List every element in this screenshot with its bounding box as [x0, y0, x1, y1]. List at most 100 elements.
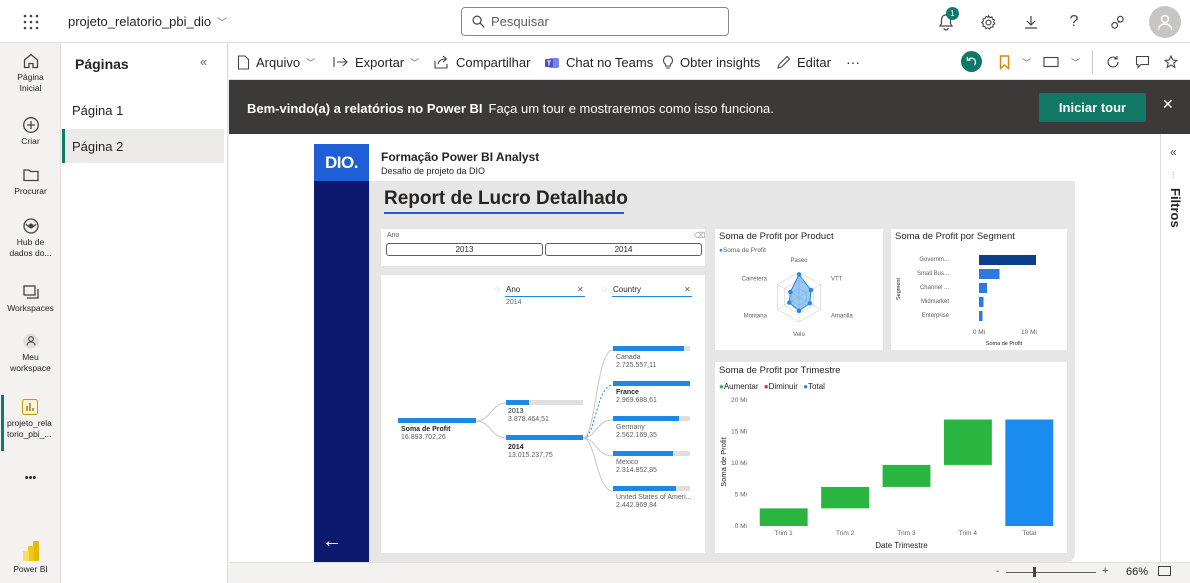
report-icon: [22, 399, 38, 415]
favorite-star-icon[interactable]: [1164, 50, 1184, 74]
y-tick-label: 0 Mi: [735, 523, 747, 530]
view-button[interactable]: ﹀: [1043, 50, 1080, 74]
legend-label: Soma de Profit: [722, 247, 766, 254]
legend-label: Diminuir: [768, 382, 798, 391]
x-axis-label: Soma de Profit: [986, 341, 1023, 347]
filters-label[interactable]: Filtros: [1168, 188, 1183, 228]
bookmark-button[interactable]: ﹀: [999, 50, 1031, 74]
segment-bar: [979, 311, 983, 321]
report-header-title: Formação Power BI Analyst: [381, 150, 540, 164]
report-name-menu[interactable]: projeto_relatorio_pbi_dio ﹀: [68, 14, 227, 29]
teams-chat-button[interactable]: T Chat no Teams: [544, 50, 653, 74]
search-input[interactable]: Pesquisar: [461, 7, 729, 36]
page-item-2[interactable]: Página 2: [62, 129, 224, 163]
collapse-pages-button[interactable]: «: [200, 54, 208, 69]
close-banner-icon[interactable]: ✕: [1162, 96, 1174, 112]
zoom-slider-thumb[interactable]: [1033, 567, 1036, 577]
rail-label: torio_pbi_...: [7, 429, 52, 439]
rail-more-button[interactable]: •••: [24, 472, 37, 484]
rail-label: Meu: [22, 352, 39, 362]
radar-plot: Paseo VTT Amarilla Velo Montana Carretera: [742, 258, 854, 338]
radar-label: Paseo: [790, 258, 808, 264]
help-icon[interactable]: ?: [1069, 13, 1079, 30]
report-main-title: Report de Lucro Detalhado: [384, 188, 628, 209]
decomp-node-label: Germany: [616, 424, 645, 431]
rail-item-workspaces[interactable]: Workspaces: [0, 283, 61, 314]
left-navigation-rail: [0, 43, 61, 583]
decomp-bar-country[interactable]: [613, 486, 677, 491]
decomp-root-bar[interactable]: [398, 418, 476, 423]
filters-pane-collapsed[interactable]: [1160, 134, 1190, 562]
bookmark-icon: [999, 54, 1010, 70]
app-launcher-icon[interactable]: [14, 9, 48, 35]
expand-filters-icon[interactable]: «: [1170, 145, 1177, 159]
slicer-option-2014[interactable]: 2014: [545, 243, 702, 256]
comment-icon[interactable]: [1135, 50, 1156, 74]
decomp-bar-country[interactable]: [613, 451, 674, 456]
back-arrow-icon[interactable]: ←: [322, 530, 342, 552]
chevron-down-icon: ﹀: [217, 18, 228, 29]
rail-label: dados do...: [9, 248, 52, 258]
page-item-1[interactable]: Página 1: [72, 102, 124, 118]
start-tour-button[interactable]: Iniciar tour: [1039, 93, 1146, 122]
x-tick-label: 10 Mi: [1021, 329, 1037, 336]
dio-logo: DIO.: [314, 144, 369, 181]
decomp-node-label: 2013: [508, 408, 524, 415]
zoom-out-button[interactable]: -: [996, 566, 1000, 577]
view-rectangle-icon: [1043, 56, 1059, 68]
decomposition-tree: [381, 275, 705, 553]
reset-icon[interactable]: [961, 51, 982, 72]
notification-badge: 1: [946, 7, 959, 20]
decomp-bar-2014[interactable]: [506, 435, 583, 440]
radar-point: [788, 289, 793, 295]
rail-label: Hub de: [16, 237, 45, 247]
teams-label: Chat no Teams: [566, 54, 654, 70]
insights-button[interactable]: Obter insights: [662, 50, 760, 74]
slicer-option-2013[interactable]: 2013: [386, 243, 543, 256]
rail-item-browse[interactable]: Procurar: [0, 166, 61, 197]
decomp-bar-country[interactable]: [613, 346, 684, 351]
legend-label: Total: [808, 382, 825, 391]
decomp-node-label: Canada: [616, 354, 641, 361]
user-avatar[interactable]: [1149, 6, 1181, 38]
waterfall-bar: [759, 508, 808, 526]
remove-level-icon[interactable]: ✕: [684, 285, 691, 294]
export-menu-button[interactable]: Exportar ﹀: [333, 50, 419, 74]
chart-title: Soma de Profit por Segment: [895, 231, 1015, 242]
x-tick-label: Trim 1: [775, 530, 794, 537]
decomp-bar-2013[interactable]: [506, 400, 529, 405]
report-name: projeto_relatorio_pbi_dio: [68, 14, 212, 29]
decomp-bar-country[interactable]: [613, 381, 690, 386]
share-button[interactable]: Compartilhar: [434, 50, 530, 74]
banner-text: Faça um tour e mostraremos como isso fun…: [488, 101, 774, 116]
search-placeholder: Pesquisar: [491, 14, 549, 29]
rail-item-my-workspace[interactable]: Meu workspace: [0, 332, 61, 374]
eraser-icon[interactable]: ⌫: [694, 231, 706, 240]
decomp-node-value: 2.442.969,84: [616, 502, 657, 509]
banner-bold-text: Bem-vindo(a) a relatórios no Power BI: [247, 101, 483, 116]
rail-active-indicator: [1, 395, 4, 451]
status-bar: [229, 562, 1190, 583]
rail-item-create[interactable]: Criar: [0, 116, 61, 147]
waterfall-bar: [882, 464, 931, 487]
rail-item-data-hub[interactable]: Hub de dados do...: [0, 217, 61, 259]
fit-to-page-icon[interactable]: [1158, 566, 1171, 576]
remove-level-icon[interactable]: ✕: [577, 285, 584, 294]
power-bi-logo: Power BI: [0, 540, 61, 575]
settings-gear-icon[interactable]: [976, 10, 1000, 34]
rail-item-current-report[interactable]: projeto_rela torio_pbi_...: [0, 398, 61, 440]
refresh-icon[interactable]: [1106, 50, 1126, 74]
more-options-button[interactable]: ···: [846, 54, 860, 70]
edit-button[interactable]: Editar: [776, 50, 831, 74]
file-menu-button[interactable]: Arquivo ﹀: [237, 50, 315, 74]
decomp-bar-country[interactable]: [613, 416, 680, 421]
decomp-node-value: 2.969.688,61: [616, 397, 657, 404]
share-feedback-icon[interactable]: [1105, 10, 1129, 34]
x-tick-label: Total: [1022, 530, 1036, 537]
insights-label: Obter insights: [680, 54, 761, 70]
zoom-slider-track[interactable]: [1006, 572, 1096, 573]
rail-item-home[interactable]: Página Inicial: [0, 52, 61, 94]
radar-area: [788, 273, 812, 312]
zoom-in-button[interactable]: +: [1102, 565, 1109, 577]
download-icon[interactable]: [1019, 10, 1043, 34]
